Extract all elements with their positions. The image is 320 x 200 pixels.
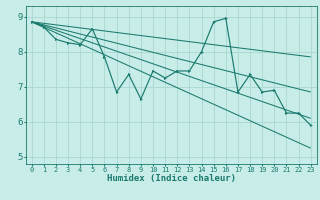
X-axis label: Humidex (Indice chaleur): Humidex (Indice chaleur)	[107, 174, 236, 183]
